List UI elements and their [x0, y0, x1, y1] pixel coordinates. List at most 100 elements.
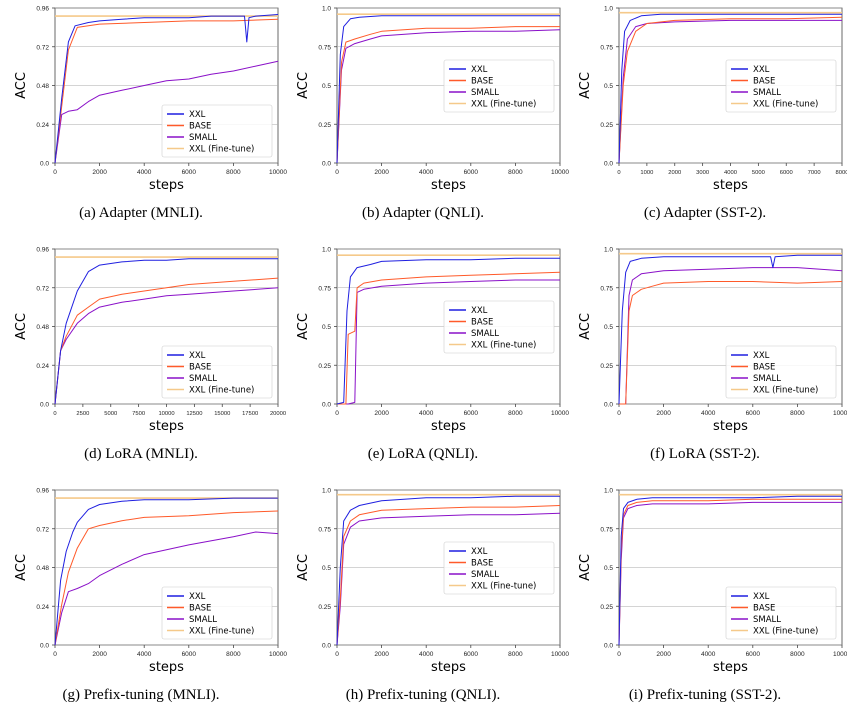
y-tick-label: 0.25 — [318, 122, 331, 129]
series-line-small — [337, 279, 560, 405]
x-tick-label: 6000 — [746, 651, 761, 658]
x-tick-label: 7500 — [132, 411, 145, 417]
series-line-xxl — [54, 497, 278, 646]
legend-label: XXL (Fine-tune) — [471, 582, 536, 592]
series-line-small — [54, 531, 279, 646]
x-tick-label: 6000 — [464, 651, 479, 658]
y-tick-label: 0.24 — [36, 122, 49, 129]
y-tick-label: 0.0 — [322, 402, 331, 409]
series-line-xxl — [336, 15, 560, 164]
series-line-base — [619, 281, 843, 405]
x-tick-label: 15000 — [214, 411, 230, 417]
chart-panel: 0.0 0.25 0.5 0.75 1.0 0 2000 4000 6000 8000 10000 s… — [282, 0, 569, 241]
y-tick-label: 0.0 — [322, 643, 331, 650]
y-axis-label: ACC — [578, 72, 593, 99]
series-line-xxl — [618, 495, 842, 646]
series-line-base — [336, 505, 561, 646]
chart-svg: 0.0 0.24 0.48 0.72 0.96 0 2000 4000 6000 8000 1000… — [14, 6, 287, 194]
x-tick-label: 0 — [617, 651, 621, 658]
x-tick-label: 8000 — [226, 651, 241, 658]
y-axis-label: ACC — [14, 72, 29, 99]
legend-label: XXL — [471, 65, 488, 75]
legend-box — [161, 104, 273, 158]
x-tick-label: 6000 — [780, 170, 793, 176]
chart-svg: 0.0 0.24 0.48 0.72 0.96 0 2500 5000 7500 10000 125… — [14, 247, 286, 435]
legend-label: XXL — [753, 592, 770, 602]
x-tick-label: 0 — [617, 170, 620, 176]
chart-svg: 0.0 0.25 0.5 0.75 1.0 0 2000 4000 6000 8000 10000 s… — [296, 247, 569, 435]
y-tick-label: 0.5 — [322, 83, 331, 90]
x-tick-label: 8000 — [790, 651, 805, 658]
x-tick-label: 4000 — [137, 169, 152, 176]
chart-caption: (e) LoRA (QNLI). — [367, 446, 479, 462]
legend-label: XXL (Fine-tune) — [471, 100, 536, 110]
y-tick-label: 0.5 — [604, 324, 613, 331]
chart-panel: 0.0 0.24 0.48 0.72 0.96 0 2500 5000 7500 10000 125… — [0, 241, 286, 482]
y-tick-label: 0.75 — [600, 285, 613, 292]
y-tick-label: 0.25 — [318, 363, 331, 370]
legend-label: SMALL — [189, 615, 217, 625]
legend-label: XXL (Fine-tune) — [471, 341, 536, 351]
x-tick-label: 8000 — [836, 170, 847, 176]
legend-label: XXL — [189, 351, 206, 361]
legend-box — [443, 541, 555, 595]
y-tick-label: 0.75 — [600, 44, 613, 51]
x-axis-label: steps — [431, 419, 466, 434]
y-tick-label: 0.0 — [322, 161, 331, 168]
x-tick-label: 6000 — [182, 651, 197, 658]
chart-panel: 0.0 0.24 0.48 0.72 0.96 0 2000 4000 6000 8000 1000… — [0, 482, 287, 723]
series-line-xxl — [54, 14, 279, 164]
x-axis-label: steps — [149, 178, 184, 193]
y-tick-label: 0.75 — [600, 526, 613, 533]
series-line-xxl — [336, 495, 560, 646]
y-tick-label: 0.25 — [600, 604, 613, 611]
x-tick-label: 6000 — [746, 410, 761, 417]
y-tick-label: 0.5 — [604, 83, 613, 90]
x-tick-label: 0 — [335, 410, 339, 417]
series-line-base — [337, 271, 561, 405]
chart-svg: 0.0 0.24 0.48 0.72 0.96 0 2000 4000 6000 8000 1000… — [14, 488, 287, 676]
y-axis-label: ACC — [578, 313, 593, 340]
y-tick-label: 0.25 — [600, 363, 613, 370]
y-tick-label: 0.0 — [604, 402, 613, 409]
y-tick-label: 0.96 — [36, 247, 49, 254]
legend-box — [725, 586, 837, 640]
x-tick-label: 2000 — [374, 169, 389, 176]
y-tick-label: 0.0 — [604, 643, 613, 650]
x-axis-label: steps — [149, 660, 184, 675]
x-tick-label: 2000 — [656, 410, 671, 417]
series-line-base — [618, 16, 843, 164]
y-tick-label: 0.0 — [40, 161, 49, 168]
x-tick-label: 8000 — [790, 410, 805, 417]
y-tick-label: 0.96 — [36, 6, 49, 13]
y-tick-label: 0.24 — [36, 604, 49, 611]
x-tick-label: 8000 — [226, 169, 241, 176]
legend-label: XXL — [471, 547, 488, 557]
series-line-base — [54, 277, 279, 405]
y-tick-label: 1.0 — [604, 6, 613, 13]
series-line-small — [336, 29, 561, 164]
x-tick-label: 0 — [335, 651, 339, 658]
y-tick-label: 0.48 — [36, 83, 49, 90]
legend-label: XXL (Fine-tune) — [753, 386, 818, 396]
y-tick-label: 1.0 — [604, 247, 613, 254]
x-axis-label: steps — [713, 660, 748, 675]
chart-caption: (i) Prefix-tuning (SST-2). — [628, 687, 782, 703]
x-tick-label: 10000 — [551, 651, 569, 658]
x-tick-label: 0 — [617, 410, 621, 417]
x-tick-label: 0 — [53, 411, 56, 417]
series-line-xxl — [618, 13, 842, 164]
y-tick-label: 0.5 — [322, 565, 331, 572]
legend-box — [725, 345, 837, 399]
chart-caption: (f) LoRA (SST-2). — [650, 446, 760, 462]
chart-svg: 0.0 0.25 0.5 0.75 1.0 0 1000 2000 3000 4000 5000 60… — [578, 6, 847, 194]
legend-label: BASE — [753, 604, 775, 614]
chart-panel: 0.0 0.25 0.5 0.75 1.0 0 2000 4000 6000 8000 10000 s… — [282, 482, 569, 723]
y-tick-label: 0.24 — [36, 363, 49, 370]
legend-box — [443, 300, 555, 354]
x-axis-label: steps — [713, 178, 748, 193]
x-tick-label: 2000 — [92, 169, 107, 176]
legend-box — [161, 586, 273, 640]
series-line-xxl — [54, 258, 278, 405]
x-tick-label: 4000 — [137, 651, 152, 658]
